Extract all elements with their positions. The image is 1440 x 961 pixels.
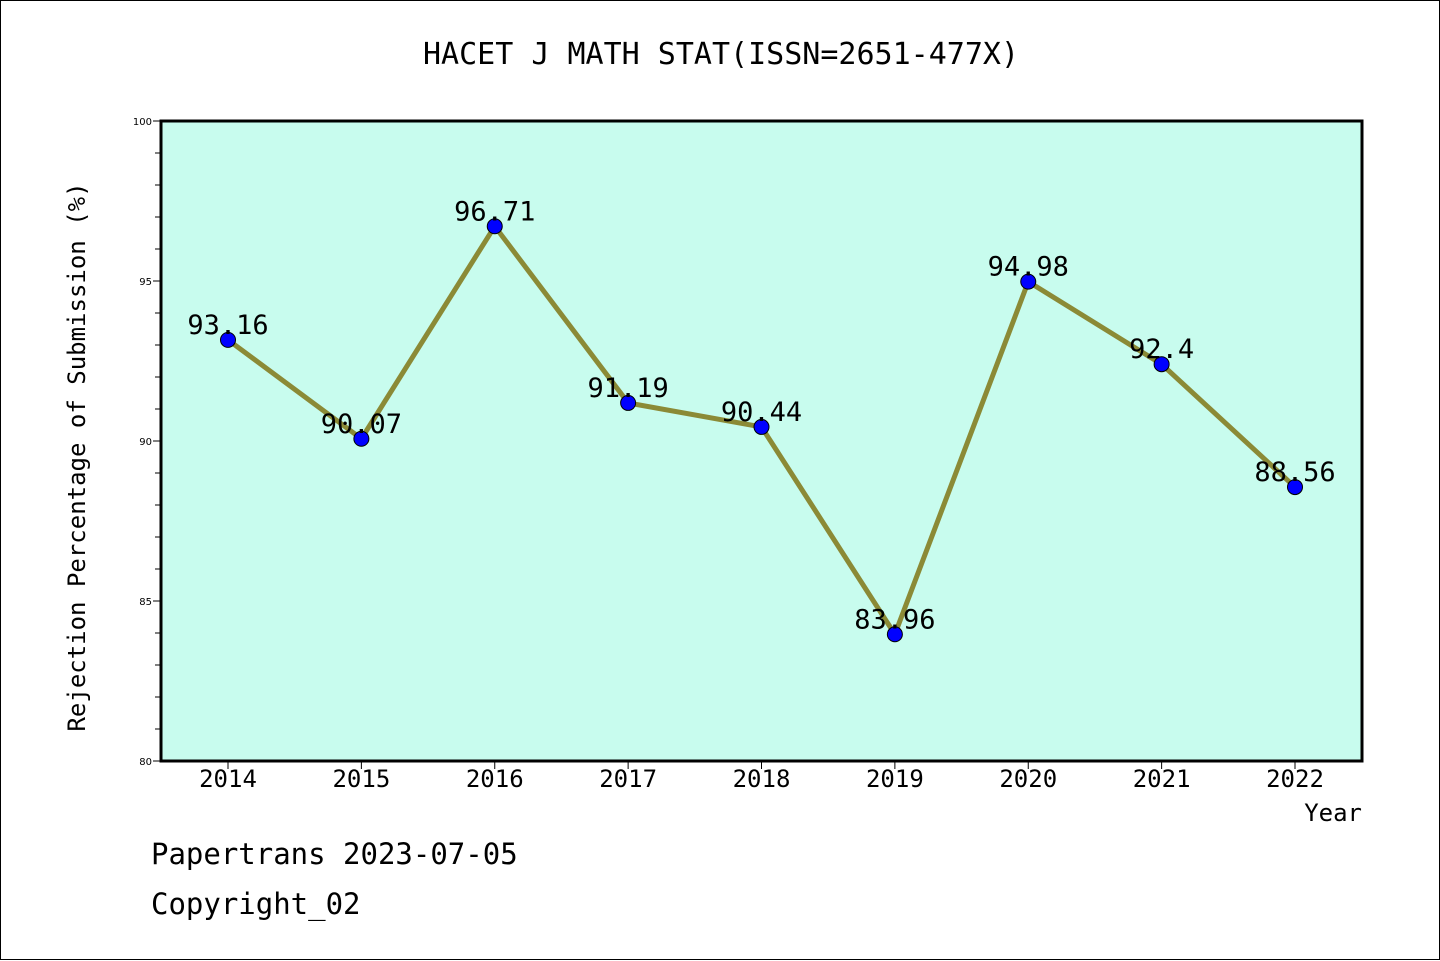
data-label: 92.4 [1129,334,1194,365]
x-tick-label: 2022 [1266,765,1324,793]
y-tick-label: 80 [139,757,152,768]
plot-area [159,119,1364,763]
data-label: 93.16 [187,310,268,341]
x-axis-label: Year [1304,799,1362,827]
data-point [1153,356,1170,373]
data-label: 83.96 [854,604,935,635]
x-tick-label: 2014 [199,765,257,793]
footer-copyright: Copyright_02 [151,887,361,921]
y-tick-label: 90 [139,437,152,448]
data-point [486,218,503,235]
data-label: 90.44 [721,397,802,428]
y-tick-label: 85 [139,597,152,608]
data-point [220,331,236,348]
data-point [620,394,637,411]
data-label: 94.98 [988,252,1069,283]
footer-credit: Papertrans 2023-07-05 [151,837,518,871]
x-tick-label: 2016 [466,765,524,793]
data-label: 90.07 [321,409,402,440]
data-point [1287,479,1303,496]
data-label: 91.19 [587,373,668,404]
data-point [1020,273,1037,290]
x-tick-label: 2015 [332,765,390,793]
y-tick-label: 100 [133,117,152,128]
x-tick-label: 2018 [733,765,791,793]
data-label: 96.71 [454,196,535,227]
data-point [753,418,770,435]
x-tick-label: 2019 [866,765,924,793]
data-label: 88.56 [1254,457,1335,488]
y-tick-label: 95 [139,277,152,288]
x-tick-label: 2020 [999,765,1057,793]
chart-title: HACET J MATH STAT(ISSN=2651-477X) [422,37,1020,72]
y-axis-label: Rejection Percentage of Submission (%) [63,182,91,731]
data-point [886,626,903,643]
data-point [353,430,370,447]
x-tick-label: 2017 [599,765,657,793]
x-tick-label: 2021 [1133,765,1191,793]
